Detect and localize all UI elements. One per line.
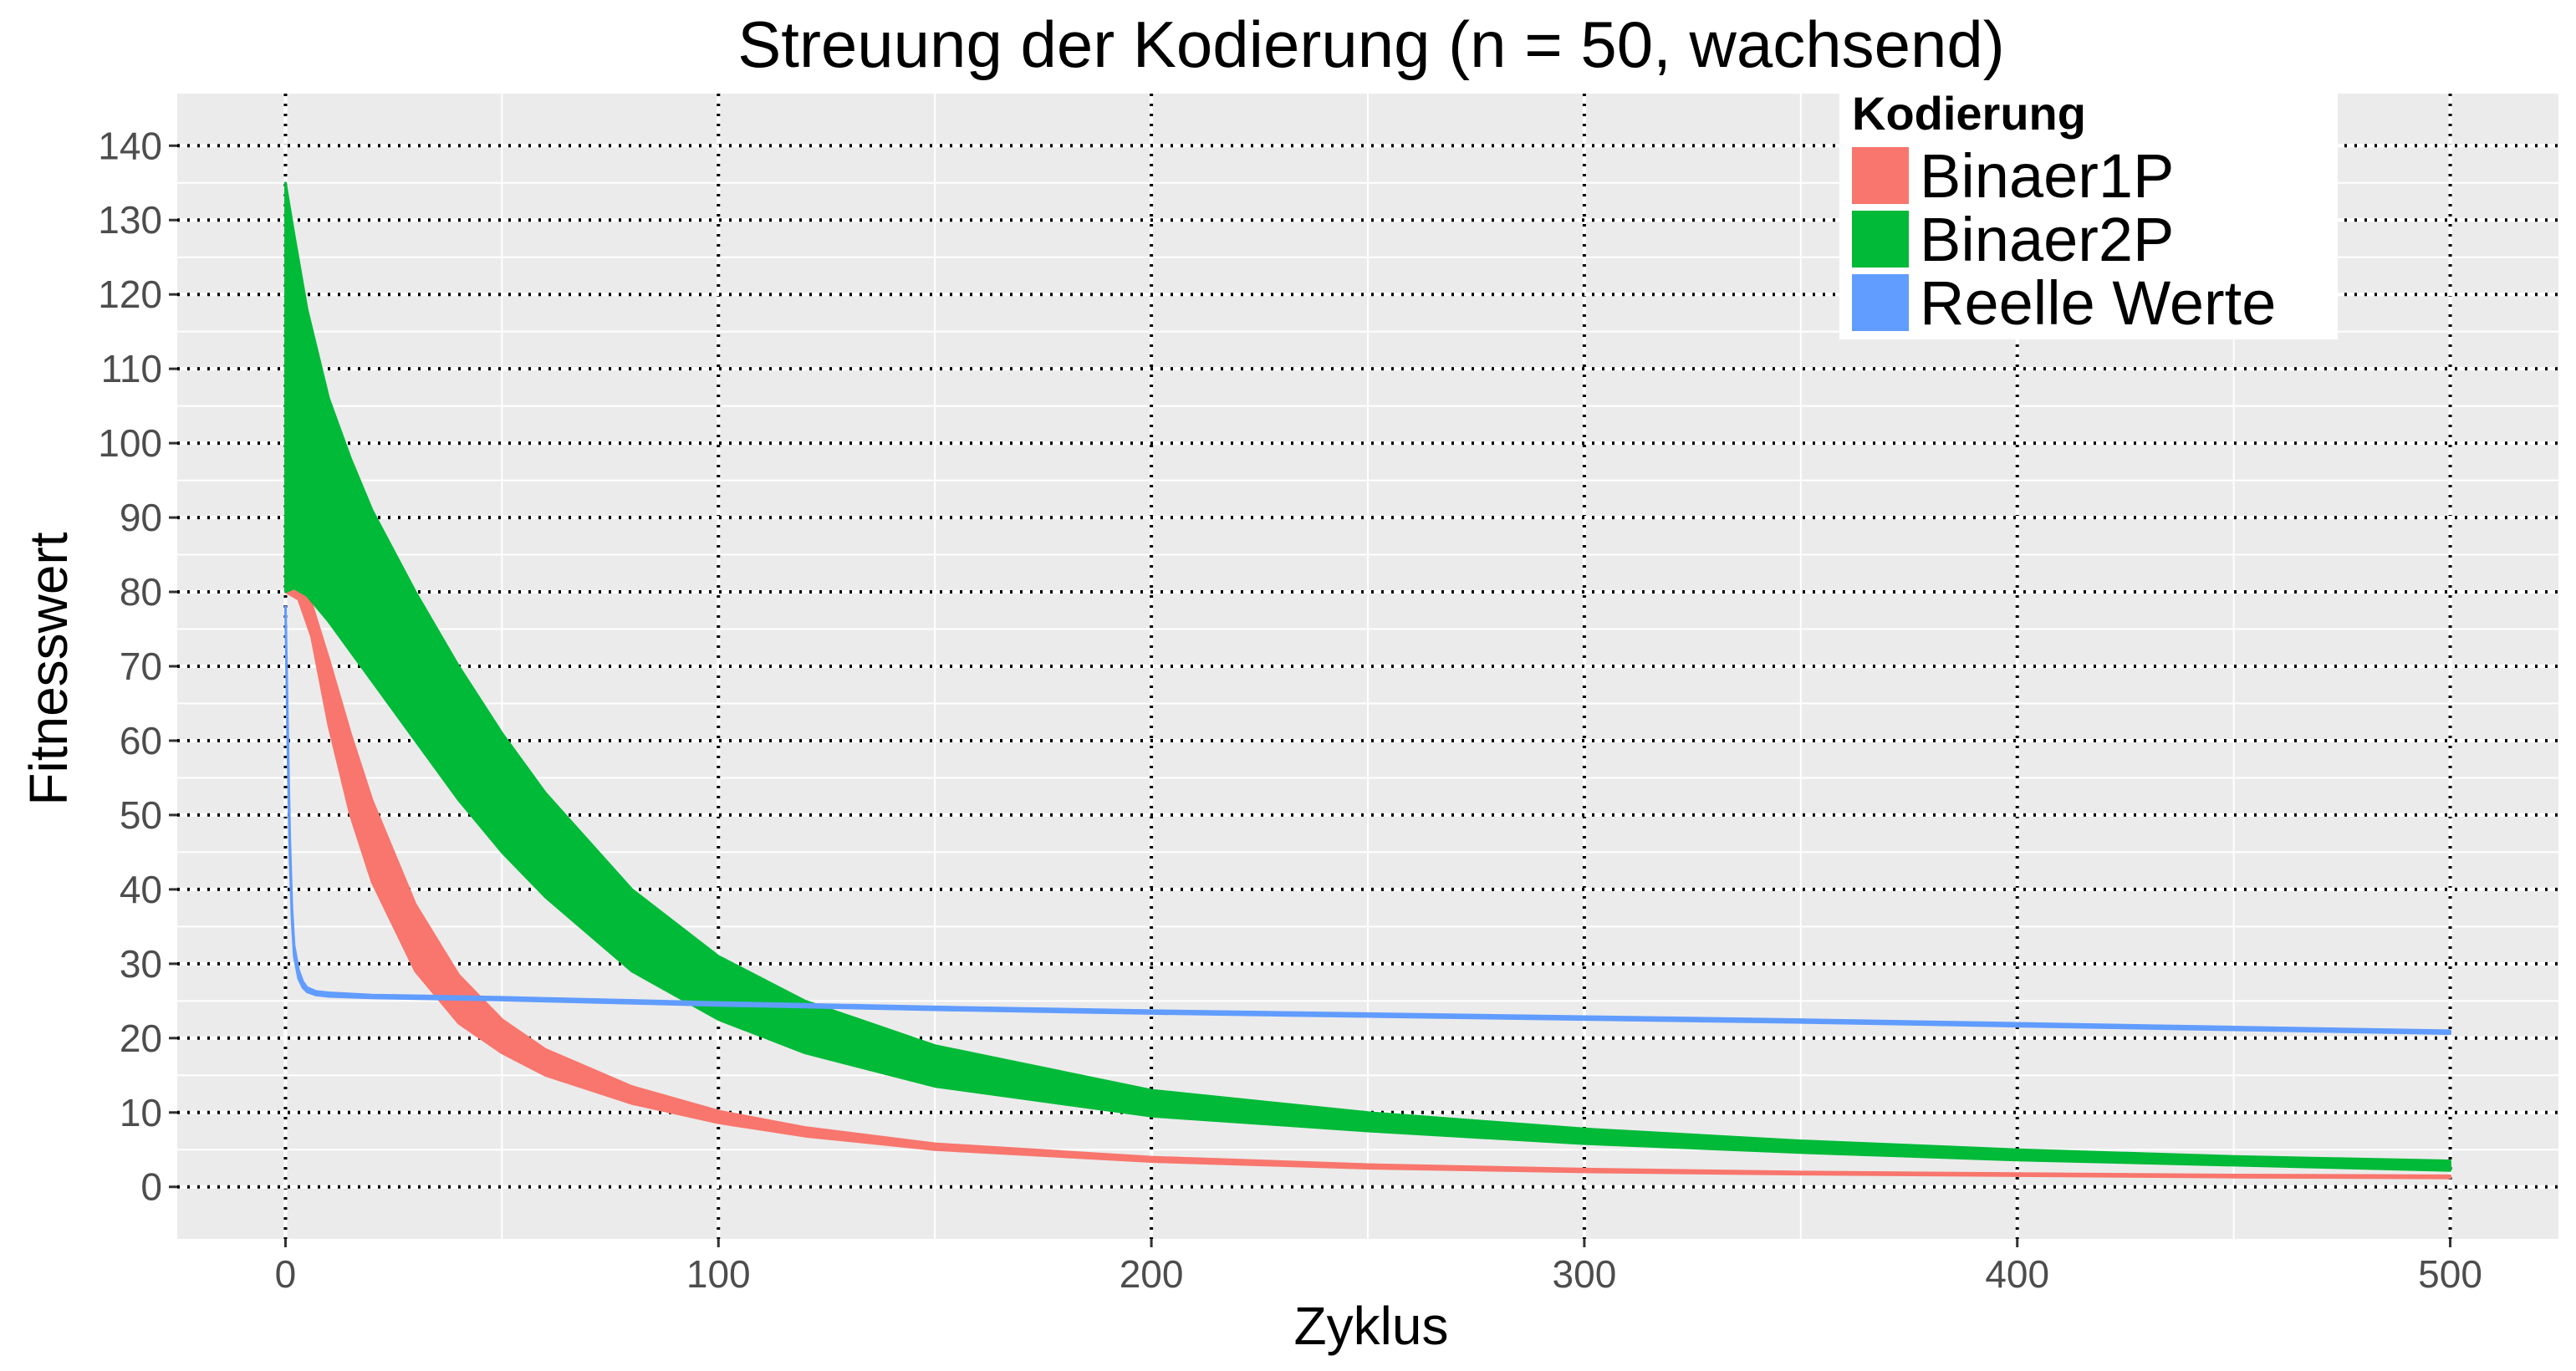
y-tick-label: 80 bbox=[120, 570, 162, 614]
y-tick-label: 140 bbox=[98, 124, 162, 167]
y-tick-label: 30 bbox=[120, 942, 162, 986]
x-axis-ticks: 0 100 200 300 400 500 bbox=[275, 1239, 2482, 1296]
x-tick-label: 400 bbox=[1985, 1252, 2049, 1296]
band-reelle-werte bbox=[284, 605, 2451, 1035]
y-tick-label: 100 bbox=[98, 421, 162, 465]
x-tick-label: 0 bbox=[275, 1252, 297, 1296]
y-tick-label: 50 bbox=[120, 793, 162, 837]
x-tick-label: 500 bbox=[2418, 1252, 2482, 1296]
series-layer bbox=[284, 181, 2451, 1180]
y-tick-label: 10 bbox=[120, 1091, 162, 1134]
legend-swatch-reelle-werte bbox=[1852, 274, 1909, 331]
chart-title: Streuung der Kodierung (n = 50, wachsend… bbox=[737, 8, 2004, 81]
x-tick-label: 100 bbox=[686, 1252, 751, 1296]
band-binaer1p bbox=[284, 583, 2451, 1180]
legend-label-binaer1p: Binaer1P bbox=[1920, 141, 2174, 211]
y-tick-label: 130 bbox=[98, 198, 162, 242]
x-axis-title: Zyklus bbox=[1294, 1296, 1449, 1356]
grid-major bbox=[177, 94, 2558, 1239]
y-tick-label: 70 bbox=[120, 645, 162, 688]
x-tick-label: 200 bbox=[1120, 1252, 1184, 1296]
legend-label-reelle-werte: Reelle Werte bbox=[1920, 268, 2276, 338]
y-tick-label: 0 bbox=[140, 1165, 162, 1209]
legend-swatch-binaer1p bbox=[1852, 147, 1909, 204]
y-tick-label: 40 bbox=[120, 868, 162, 911]
y-tick-label: 110 bbox=[101, 347, 162, 390]
y-tick-label: 90 bbox=[120, 496, 162, 539]
y-axis-title: Fitnesswert bbox=[18, 532, 79, 805]
band-binaer2p bbox=[284, 181, 2451, 1172]
y-axis-ticks: 0 10 20 30 40 50 60 70 80 90 100 110 120 130 140 bbox=[98, 124, 177, 1209]
y-tick-label: 60 bbox=[120, 719, 162, 762]
y-tick-label: 120 bbox=[98, 273, 162, 316]
legend-background bbox=[1839, 84, 2338, 339]
legend-title: Kodierung bbox=[1852, 87, 2086, 140]
legend-swatch-binaer2p bbox=[1852, 211, 1909, 268]
x-tick-label: 300 bbox=[1553, 1252, 1617, 1296]
legend-label-binaer2p: Binaer2P bbox=[1920, 205, 2174, 274]
y-tick-label: 20 bbox=[120, 1017, 162, 1060]
